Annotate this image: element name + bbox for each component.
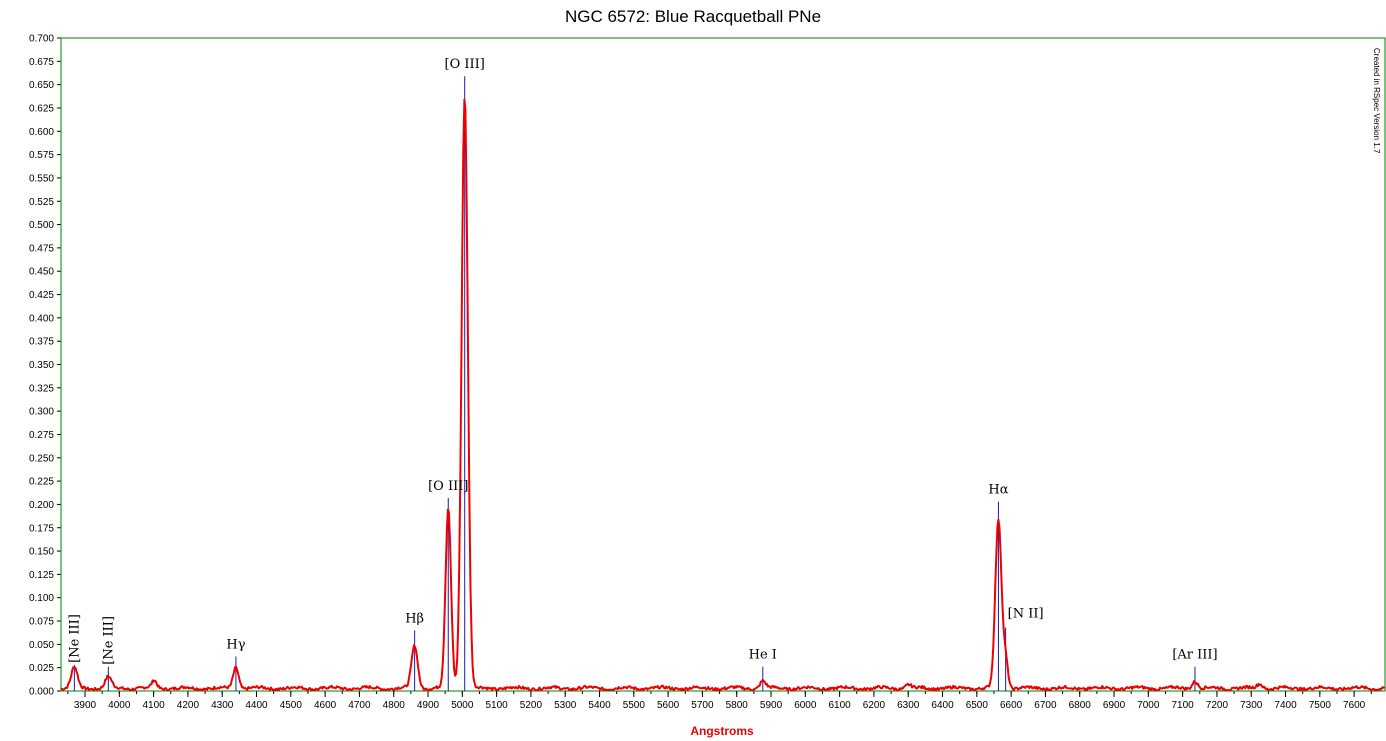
y-axis: 0.000 0.025 0.050 0.075 0.100 0.125 0.150 0.175… [29, 34, 62, 698]
emission-label: [Ne III] [101, 616, 116, 665]
y-tick-label: 0.100 [29, 593, 54, 604]
emission-label: Hγ [226, 637, 245, 652]
y-tick-label: 0.500 [29, 220, 54, 231]
y-tick-label: 0.175 [29, 523, 54, 534]
x-tick-label: 4500 [280, 700, 303, 711]
y-tick-label: 0.150 [29, 547, 54, 558]
emission-label: [Ne III] [67, 614, 82, 663]
x-tick-label: 3900 [74, 700, 97, 711]
x-tick-label: 5800 [726, 700, 749, 711]
spectrum-series-line [60, 98, 1386, 692]
x-tick-label: 5900 [760, 700, 783, 711]
x-tick-label: 4400 [245, 700, 268, 711]
y-tick-label: 0.200 [29, 500, 54, 511]
x-tick-label: 6300 [897, 700, 920, 711]
y-tick-label: 0.250 [29, 453, 54, 464]
y-tick-label: 0.550 [29, 173, 54, 184]
y-tick-label: 0.475 [29, 243, 54, 254]
x-tick-label: 5600 [657, 700, 680, 711]
y-tick-label: 0.425 [29, 290, 54, 301]
x-tick-label: 6700 [1034, 700, 1057, 711]
x-tick-label: 6000 [794, 700, 817, 711]
x-tick-label: 5500 [623, 700, 646, 711]
x-tick-label: 4700 [348, 700, 371, 711]
emission-label: Hβ [405, 611, 424, 626]
y-tick-label: 0.675 [29, 57, 54, 68]
y-tick-label: 0.450 [29, 267, 54, 278]
x-tick-label: 4600 [314, 700, 337, 711]
y-tick-label: 0.525 [29, 197, 54, 208]
chart-title: NGC 6572: Blue Racquetball PNe [565, 7, 821, 26]
emission-label: He I [749, 648, 777, 663]
x-axis-label: Angstroms [690, 724, 754, 738]
x-tick-label: 6100 [828, 700, 851, 711]
emission-label: [O III] [428, 479, 468, 494]
emission-label: [O III] [445, 57, 485, 72]
x-tick-label: 7600 [1343, 700, 1366, 711]
x-tick-label: 7200 [1206, 700, 1229, 711]
emission-label: Hα [988, 483, 1008, 498]
x-tick-label: 4900 [417, 700, 440, 711]
y-tick-label: 0.225 [29, 477, 54, 488]
x-tick-label: 4300 [211, 700, 234, 711]
x-tick-label: 4200 [177, 700, 200, 711]
y-tick-label: 0.050 [29, 640, 54, 651]
x-tick-label: 6200 [863, 700, 886, 711]
y-tick-label: 0.300 [29, 407, 54, 418]
y-tick-label: 0.000 [29, 687, 54, 698]
y-tick-label: 0.575 [29, 150, 54, 161]
x-tick-label: 5100 [485, 700, 508, 711]
x-tick-label: 7300 [1240, 700, 1263, 711]
y-tick-label: 0.700 [29, 34, 54, 45]
x-tick-label: 5300 [554, 700, 577, 711]
y-tick-label: 0.375 [29, 337, 54, 348]
x-tick-label: 4800 [383, 700, 406, 711]
y-tick-label: 0.025 [29, 663, 54, 674]
y-tick-label: 0.625 [29, 103, 54, 114]
x-axis: 3900 4000 4100 4200 4300 4400 4500 4600 4700 4800… [61, 690, 1385, 711]
x-tick-label: 7500 [1309, 700, 1332, 711]
emission-label: [N II] [1008, 607, 1044, 622]
y-tick-label: 0.400 [29, 313, 54, 324]
x-tick-label: 5000 [451, 700, 474, 711]
y-tick-label: 0.325 [29, 383, 54, 394]
y-tick-label: 0.600 [29, 127, 54, 138]
y-tick-label: 0.350 [29, 360, 54, 371]
y-tick-label: 0.125 [29, 570, 54, 581]
x-tick-label: 6800 [1069, 700, 1092, 711]
x-tick-label: 6500 [966, 700, 989, 711]
emission-label: [Ar III] [1172, 648, 1217, 663]
annotations: [Ne III] [Ne III] Hγ Hβ [O III] [O III] He I Hα… [67, 57, 1217, 664]
y-tick-label: 0.650 [29, 80, 54, 91]
x-tick-label: 6600 [1000, 700, 1023, 711]
x-tick-label: 7000 [1137, 700, 1160, 711]
x-tick-label: 5200 [520, 700, 543, 711]
x-tick-label: 4000 [108, 700, 131, 711]
plot-border [60, 37, 1386, 692]
x-tick-label: 6400 [931, 700, 954, 711]
x-tick-label: 5400 [588, 700, 611, 711]
y-tick-label: 0.275 [29, 430, 54, 441]
x-tick-label: 7400 [1274, 700, 1297, 711]
x-tick-label: 7100 [1172, 700, 1195, 711]
x-tick-label: 4100 [142, 700, 165, 711]
x-tick-label: 6900 [1103, 700, 1126, 711]
line-markers [73, 76, 1196, 691]
credit-text: Created in RSpec Version 1.7 [1372, 48, 1381, 154]
y-tick-label: 0.075 [29, 617, 54, 628]
x-tick-label: 5700 [691, 700, 714, 711]
